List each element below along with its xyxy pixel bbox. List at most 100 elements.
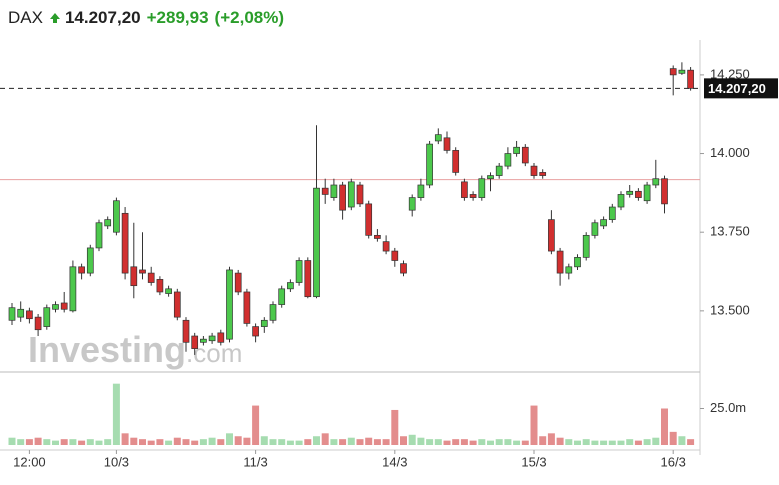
x-tick-label: 12:00 [13, 454, 46, 469]
volume-bar [487, 440, 494, 445]
x-tick-label: 16/3 [661, 454, 686, 469]
volume-bar [321, 433, 329, 445]
candle-body [391, 250, 399, 261]
volume-bar [330, 439, 338, 445]
candle-body [600, 219, 607, 227]
candle-body [17, 308, 25, 318]
volume-bar [278, 439, 286, 445]
last-price-box [704, 78, 778, 99]
last-price: 14.207,20 [64, 8, 141, 27]
watermark-main: Investing [28, 329, 186, 370]
candle-body [269, 304, 277, 321]
volume-bar [147, 440, 155, 445]
candle-body [469, 194, 477, 198]
volume-bar [139, 439, 146, 445]
candle-body [43, 307, 51, 327]
candle-body [313, 187, 320, 298]
up-arrow [49, 13, 60, 23]
candle-body [78, 266, 85, 274]
candle-body [165, 288, 172, 294]
x-tick-label: 14/3 [382, 454, 407, 469]
candle-body [252, 326, 259, 337]
candle-body [643, 184, 651, 202]
candle-body [426, 143, 433, 186]
candle-body [678, 69, 686, 74]
candle-body [339, 184, 346, 211]
candle-body [487, 175, 494, 180]
volume-bar [104, 439, 112, 445]
volume-bar [156, 439, 164, 445]
volume-bar [234, 436, 242, 445]
volume-bar [226, 433, 233, 445]
volume-bar [434, 439, 442, 445]
volume-bar [591, 440, 599, 445]
volume-bar [112, 383, 120, 445]
volume-bar [25, 439, 33, 445]
candle-body [408, 197, 416, 211]
volume-bar [400, 436, 407, 445]
candle-body [548, 219, 555, 252]
candle-body [382, 241, 390, 252]
volume-bar [417, 437, 425, 445]
candle-body [173, 291, 181, 318]
candle-body [591, 222, 599, 236]
change: +289,93 [146, 8, 209, 27]
volume-bar [339, 439, 347, 445]
volume-bar [652, 437, 660, 445]
volume-bar [373, 439, 381, 445]
candle-body [365, 203, 373, 236]
volume-bar [626, 439, 634, 445]
volume-bar [513, 440, 521, 445]
volume-bar [269, 439, 277, 445]
volume-bar [617, 440, 625, 445]
candle-body [504, 153, 512, 167]
candle-body [321, 187, 329, 195]
volume-bar [165, 440, 173, 445]
volume-bar [252, 405, 260, 445]
y-tick-label: 14.000 [710, 145, 750, 160]
volume-bar [313, 436, 320, 445]
volume-bar [260, 436, 268, 445]
volume-bar [52, 440, 59, 445]
volume-bar [643, 439, 651, 445]
volume-bar [391, 409, 399, 445]
volume-bar [295, 440, 303, 445]
watermark: Investing.com [28, 329, 242, 370]
candle-body [556, 250, 564, 274]
volume-bar [191, 440, 199, 445]
change-percent: (+2,08%) [214, 8, 284, 27]
volume-bar [347, 437, 355, 445]
candle-body [617, 194, 625, 208]
candle-body [687, 69, 694, 89]
candle-body [626, 190, 634, 195]
volume-bar [443, 440, 451, 445]
candle-body [234, 272, 242, 293]
x-tick-label: 15/3 [521, 454, 546, 469]
candle-body [95, 222, 103, 249]
volume-bar [43, 439, 51, 445]
volume-bar [504, 439, 512, 445]
volume-bar [608, 440, 616, 445]
candle-body [139, 269, 146, 274]
candle-body [121, 212, 129, 274]
candle-body [635, 190, 642, 198]
candle-body [530, 165, 538, 176]
volume-bar [495, 439, 503, 445]
candle-body [452, 150, 460, 173]
candle-body [26, 310, 33, 320]
volume-bar [469, 440, 477, 445]
candle-body [330, 184, 338, 198]
volume-bar [95, 440, 103, 445]
volume-bar [460, 439, 468, 445]
volume-bar [243, 437, 251, 445]
volume-bar [452, 439, 460, 445]
quote-header: DAX 14.207,20 +289,93 (+2,08%) [8, 6, 290, 30]
volume-bar [8, 437, 16, 445]
candle-body [8, 307, 16, 321]
volume-bar [669, 431, 677, 445]
y-tick-label: 14.250 [710, 66, 750, 81]
volume-bar [600, 440, 608, 445]
volume-bar [539, 436, 547, 445]
candle-body [347, 181, 355, 208]
